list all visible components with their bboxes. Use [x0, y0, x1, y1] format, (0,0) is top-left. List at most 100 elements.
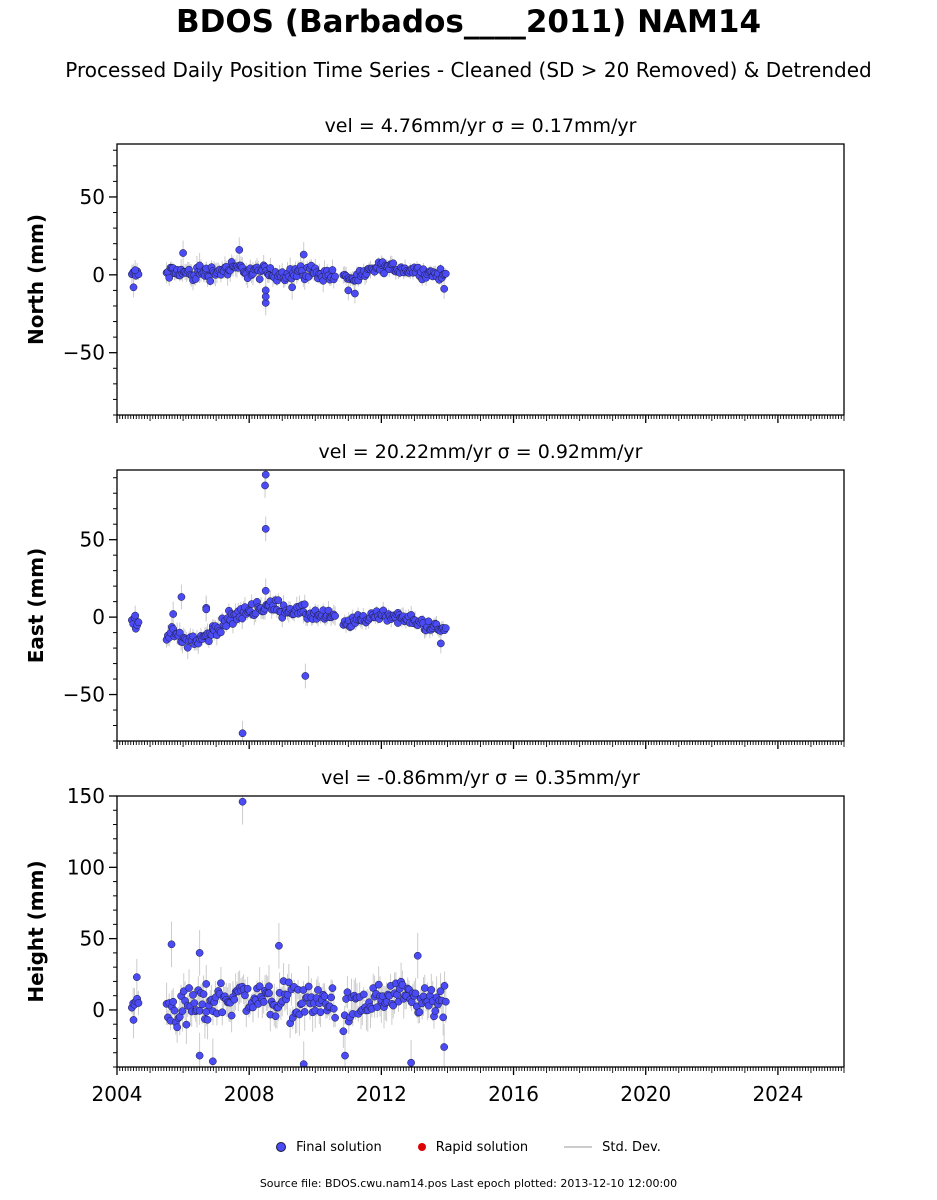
final-solution-point	[230, 995, 239, 1004]
final-solution-point	[389, 259, 398, 268]
final-solution-point	[134, 999, 143, 1007]
plot-frame	[116, 795, 845, 1068]
y-tick-label: 0	[92, 605, 105, 629]
final-solution-point	[169, 610, 178, 618]
legend-item-final: Final solution	[276, 1140, 382, 1155]
final-solution-point	[195, 949, 204, 957]
final-solution-point	[177, 593, 186, 601]
final-solution-point	[327, 993, 335, 1002]
panel-title: vel = 20.22mm/yr σ = 0.92mm/yr	[319, 441, 643, 463]
final-solution-point	[440, 284, 448, 293]
panel-title: vel = -0.86mm/yr σ = 0.35mm/yr	[321, 767, 640, 789]
final-solution-point	[380, 269, 388, 278]
final-solution-point	[249, 1003, 257, 1012]
final-solution-point	[329, 1004, 338, 1013]
final-solution-point	[316, 1008, 325, 1017]
legend: Final solution Rapid solution Std. Dev.	[0, 1136, 937, 1158]
page-subtitle: Processed Daily Position Time Series - C…	[65, 58, 872, 82]
final-solution-point	[131, 611, 140, 620]
final-solution-point	[283, 990, 292, 999]
final-solution-point	[202, 980, 211, 988]
final-solution-point	[241, 991, 249, 1000]
final-solution-point	[167, 940, 176, 949]
legend-marker-final	[276, 1142, 287, 1152]
x-tick-label: 2012	[356, 1082, 407, 1106]
final-solution-point	[203, 1015, 212, 1024]
final-solution-point	[320, 992, 329, 1001]
final-solution-point	[301, 672, 310, 680]
panel-title: vel = 4.76mm/yr σ = 0.17mm/yr	[325, 115, 637, 137]
plot-frame	[116, 143, 845, 416]
y-tick-label: 0	[92, 263, 105, 287]
final-solution-point	[195, 1051, 204, 1060]
final-solution-point	[265, 982, 273, 991]
final-solution-point	[420, 984, 429, 992]
final-solution-point	[208, 1057, 217, 1066]
final-solution-point	[300, 600, 309, 609]
final-solution-point	[238, 729, 247, 738]
final-solution-point	[261, 481, 269, 490]
final-solution-point	[411, 989, 420, 998]
panel-2: vel = 20.22mm/yr σ = 0.92mm/yr East (mm)−…	[24, 441, 845, 749]
final-solution-point	[314, 986, 322, 994]
final-solution-point	[288, 283, 296, 292]
final-solution-point	[304, 982, 313, 991]
plot-frame	[116, 469, 845, 742]
x-tick-label: 2008	[224, 1082, 275, 1106]
final-solution-point	[440, 981, 449, 990]
x-tick-label: 2024	[752, 1082, 803, 1106]
final-solution-point	[198, 1000, 207, 1009]
final-solution-point	[343, 988, 352, 997]
final-solution-point	[238, 797, 247, 806]
final-solution-points	[128, 246, 450, 307]
final-solution-point	[195, 261, 204, 270]
final-solution-point	[132, 973, 141, 981]
final-solution-point	[299, 1060, 308, 1067]
data-layer	[128, 796, 450, 1067]
final-solution-point	[389, 1001, 398, 1010]
final-solution-point	[359, 990, 368, 999]
final-solution-point	[206, 277, 215, 285]
final-solution-point	[341, 1051, 349, 1060]
final-solution-point	[189, 991, 197, 999]
y-tick-label: −50	[63, 683, 105, 707]
final-solution-point	[261, 470, 270, 479]
final-solution-point	[169, 997, 178, 1006]
data-layer	[128, 237, 450, 316]
final-solution-point	[243, 984, 252, 993]
final-solution-point	[275, 941, 283, 950]
final-solution-point	[179, 249, 187, 257]
final-solution-point	[274, 596, 283, 605]
final-solution-points	[128, 797, 450, 1067]
final-solution-point	[436, 987, 445, 996]
y-tick-label: 50	[80, 185, 105, 209]
final-solution-point	[217, 979, 225, 988]
final-solution-point	[441, 997, 450, 1006]
final-solution-point	[173, 1023, 181, 1032]
final-solution-point	[255, 275, 264, 283]
y-axis-label: East (mm)	[24, 548, 48, 664]
final-solution-point	[261, 286, 270, 295]
final-solution-point	[222, 622, 231, 631]
legend-label-final: Final solution	[296, 1139, 382, 1155]
y-axis-label: Height (mm)	[24, 860, 48, 1002]
page-title: BDOS (Barbados____2011) NAM14	[175, 4, 762, 40]
final-solution-point	[185, 984, 193, 992]
final-solution-point	[218, 1008, 227, 1017]
final-solution-point	[217, 628, 225, 637]
final-solution-point	[191, 275, 200, 283]
final-solution-point	[227, 1011, 236, 1020]
final-solution-point	[266, 264, 275, 272]
final-solution-point	[407, 1058, 415, 1067]
x-tick-label: 2020	[620, 1082, 671, 1106]
final-solution-point	[331, 272, 339, 281]
final-solution-point	[398, 981, 407, 989]
legend-label-rapid: Rapid solution	[435, 1139, 529, 1155]
final-solution-point	[178, 1007, 187, 1016]
final-solution-points	[128, 470, 450, 738]
final-solution-point	[165, 273, 174, 282]
final-solution-point	[202, 1008, 211, 1016]
final-solution-point	[331, 612, 339, 620]
final-solution-point	[199, 990, 208, 998]
